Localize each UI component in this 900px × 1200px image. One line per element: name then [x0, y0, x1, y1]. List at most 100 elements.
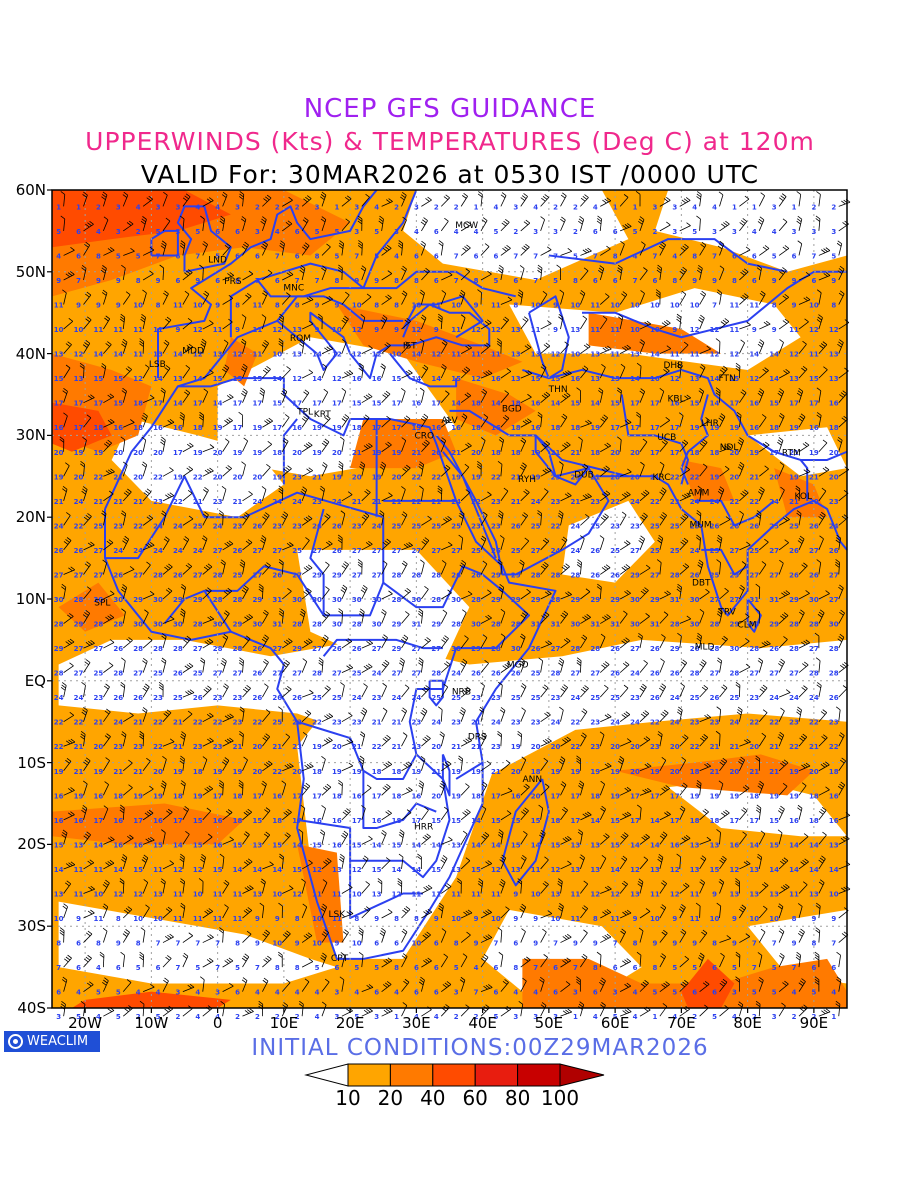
latitude-label-20s: 20S — [17, 835, 46, 854]
station-label-ist: IST — [403, 341, 417, 351]
svg-text:22: 22 — [749, 498, 759, 506]
svg-text:24: 24 — [153, 547, 163, 555]
svg-text:14: 14 — [173, 400, 183, 408]
boundary-line-14 — [534, 434, 629, 478]
svg-text:22: 22 — [471, 498, 481, 506]
station-label-ryh: RYH — [518, 475, 536, 485]
svg-text:11: 11 — [451, 351, 461, 359]
svg-text:5: 5 — [831, 252, 836, 260]
svg-text:10: 10 — [571, 302, 581, 310]
svg-text:30: 30 — [312, 596, 322, 604]
svg-text:28: 28 — [571, 571, 581, 579]
svg-text:8: 8 — [235, 302, 240, 310]
svg-text:26: 26 — [312, 522, 322, 530]
station-label-mcw: MCW — [455, 221, 478, 231]
svg-text:29: 29 — [253, 596, 263, 604]
svg-text:28: 28 — [431, 571, 441, 579]
svg-text:8: 8 — [732, 277, 737, 285]
station-label-drs: DRS — [468, 732, 487, 742]
svg-text:16: 16 — [809, 424, 819, 432]
svg-text:28: 28 — [392, 571, 402, 579]
station-label-hrr: HRR — [414, 822, 433, 832]
svg-text:6: 6 — [593, 228, 598, 236]
svg-text:3: 3 — [712, 228, 717, 236]
svg-text:14: 14 — [451, 400, 461, 408]
svg-text:17: 17 — [74, 424, 84, 432]
svg-text:5: 5 — [334, 252, 339, 260]
svg-text:30: 30 — [451, 596, 461, 604]
svg-text:12: 12 — [471, 326, 481, 334]
svg-text:12: 12 — [749, 375, 759, 383]
svg-text:7: 7 — [712, 302, 717, 310]
svg-text:8: 8 — [573, 277, 578, 285]
svg-text:8: 8 — [772, 302, 777, 310]
svg-text:28: 28 — [511, 621, 521, 629]
svg-text:30: 30 — [471, 621, 481, 629]
svg-text:9: 9 — [394, 326, 399, 334]
svg-text:8: 8 — [96, 252, 101, 260]
svg-text:6: 6 — [434, 252, 439, 260]
svg-text:31: 31 — [769, 596, 779, 604]
svg-text:4: 4 — [414, 228, 419, 236]
svg-text:13: 13 — [590, 375, 600, 383]
svg-text:9: 9 — [315, 302, 320, 310]
svg-text:11: 11 — [253, 351, 263, 359]
svg-text:9: 9 — [752, 326, 757, 334]
longitude-label-90e: 90E — [799, 1014, 829, 1032]
svg-text:26: 26 — [511, 522, 521, 530]
svg-text:7: 7 — [454, 252, 459, 260]
svg-text:14: 14 — [769, 375, 779, 383]
svg-text:7: 7 — [533, 252, 538, 260]
station-label-ndl: NDL — [720, 443, 739, 453]
svg-text:31: 31 — [272, 596, 282, 604]
svg-text:3: 3 — [652, 203, 657, 211]
svg-text:27: 27 — [730, 547, 740, 555]
svg-text:8: 8 — [374, 302, 379, 310]
svg-text:6: 6 — [235, 252, 240, 260]
svg-text:20: 20 — [610, 449, 620, 457]
svg-text:14: 14 — [412, 375, 422, 383]
latitude-label-eq: EQ — [24, 671, 46, 690]
station-label-ann: ANN — [523, 775, 543, 785]
svg-text:14: 14 — [431, 375, 441, 383]
svg-text:3: 3 — [116, 228, 121, 236]
svg-text:7: 7 — [712, 252, 717, 260]
svg-text:10: 10 — [650, 326, 660, 334]
svg-text:11: 11 — [431, 302, 441, 310]
svg-text:8: 8 — [334, 277, 339, 285]
svg-text:18: 18 — [352, 424, 362, 432]
svg-text:8: 8 — [672, 277, 677, 285]
svg-text:10: 10 — [571, 351, 581, 359]
svg-text:28: 28 — [551, 596, 561, 604]
svg-text:6: 6 — [513, 277, 518, 285]
svg-text:16: 16 — [749, 400, 759, 408]
svg-text:13: 13 — [829, 375, 839, 383]
station-label-dbt: DBT — [692, 579, 711, 589]
svg-text:22: 22 — [153, 473, 163, 481]
svg-text:4: 4 — [493, 203, 498, 211]
svg-text:4: 4 — [593, 203, 598, 211]
latitude-label-50n: 50N — [15, 262, 46, 281]
weaclim-logo-text: WEACLIM — [27, 1034, 89, 1049]
svg-text:5: 5 — [573, 252, 578, 260]
station-label-ftn: FTN — [718, 374, 735, 384]
boundary-line-19 — [680, 394, 709, 485]
svg-text:18: 18 — [551, 424, 561, 432]
svg-text:20: 20 — [829, 449, 839, 457]
wind-speed-shading-6 — [297, 549, 470, 665]
svg-text:25: 25 — [610, 547, 620, 555]
svg-text:9: 9 — [772, 326, 777, 334]
svg-text:19: 19 — [789, 424, 799, 432]
boundary-line-20 — [799, 459, 809, 501]
svg-text:6: 6 — [613, 277, 618, 285]
svg-text:29: 29 — [491, 571, 501, 579]
svg-text:20: 20 — [113, 449, 123, 457]
svg-text:14: 14 — [113, 351, 123, 359]
svg-text:26: 26 — [809, 571, 819, 579]
svg-text:10: 10 — [630, 302, 640, 310]
svg-text:17: 17 — [670, 424, 680, 432]
svg-text:30: 30 — [133, 621, 143, 629]
svg-text:18: 18 — [511, 449, 521, 457]
svg-text:14: 14 — [312, 351, 322, 359]
svg-text:12: 12 — [193, 326, 203, 334]
